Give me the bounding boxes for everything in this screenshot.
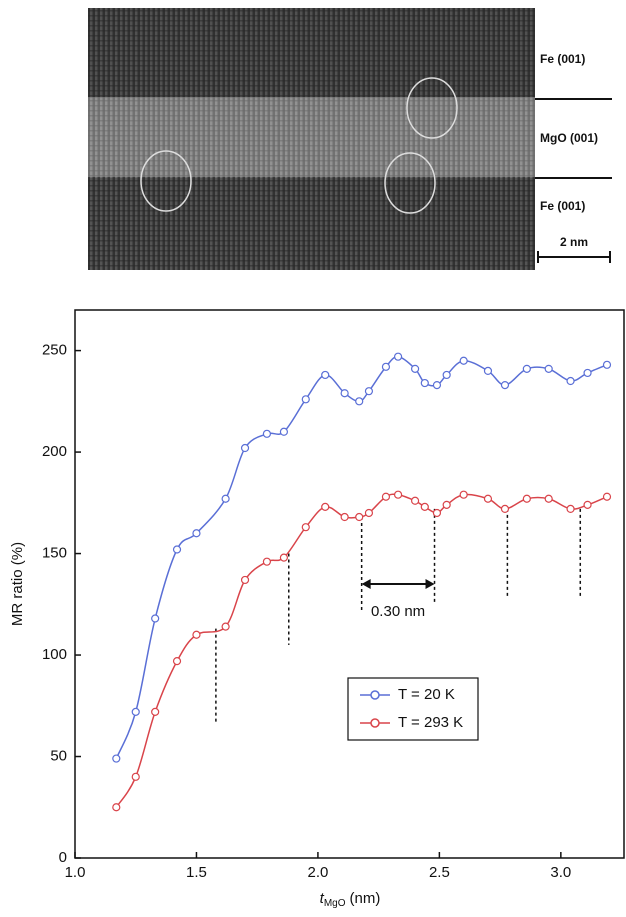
- y-tick-label: 250: [42, 342, 67, 359]
- data-point: [393, 490, 403, 499]
- arrow-head: [361, 579, 435, 589]
- data-point: [279, 553, 289, 562]
- data-point: [459, 356, 468, 365]
- layer-label: Fe (001): [540, 52, 585, 66]
- data-point: [364, 508, 374, 518]
- x-tick-label: 2.5: [429, 864, 450, 881]
- data-point: [602, 360, 612, 369]
- x-tick-label: 2.0: [307, 864, 328, 881]
- series-line: [115, 493, 608, 808]
- series-line: [115, 355, 608, 759]
- data-point: [340, 512, 349, 522]
- data-point: [321, 370, 330, 380]
- y-tick-label: 0: [59, 849, 67, 866]
- layer-label: Fe (001): [540, 199, 585, 213]
- data-point: [355, 397, 364, 406]
- data-point: [432, 508, 442, 518]
- x-label-unit: (nm): [350, 890, 381, 907]
- legend-box: [347, 677, 479, 741]
- data-point: [483, 494, 493, 503]
- data-point: [442, 500, 451, 509]
- data-point: [240, 575, 250, 585]
- layer-label: MgO (001): [540, 131, 598, 145]
- legend-label: T = 293 K: [398, 714, 463, 731]
- x-tick-label: 3.0: [550, 864, 571, 881]
- x-tick-label: 1.5: [186, 864, 207, 881]
- data-point: [151, 614, 160, 623]
- data-point: [522, 494, 531, 503]
- tem-image: [88, 8, 612, 270]
- data-point: [381, 362, 391, 371]
- data-point: [364, 387, 374, 396]
- data-point: [544, 364, 553, 373]
- data-point: [432, 380, 442, 390]
- legend-marker: [370, 690, 380, 700]
- data-point: [112, 754, 121, 763]
- x-label-symbol: t: [320, 890, 325, 907]
- y-tick-label: 150: [42, 545, 67, 562]
- data-point: [420, 378, 429, 388]
- data-point: [566, 376, 575, 386]
- data-point: [602, 492, 612, 501]
- data-point: [483, 366, 493, 375]
- data-point: [112, 803, 121, 812]
- y-tick-label: 100: [42, 646, 67, 663]
- data-point: [583, 368, 592, 378]
- data-point: [393, 352, 403, 361]
- data-point: [566, 504, 575, 514]
- y-tick-label: 200: [42, 443, 67, 460]
- data-point: [192, 630, 201, 639]
- data-point: [262, 429, 272, 438]
- plot-frame: [74, 309, 625, 859]
- legend-label: T = 20 K: [398, 686, 455, 703]
- data-point: [459, 490, 468, 499]
- data-point: [442, 370, 451, 380]
- y-axis-label: MR ratio (%): [9, 542, 26, 626]
- data-point: [192, 529, 201, 538]
- x-axis-label: tMgO (nm): [320, 890, 381, 909]
- scale-bar-label: 2 nm: [560, 235, 588, 249]
- data-point: [131, 772, 140, 781]
- data-point: [500, 504, 510, 514]
- data-point: [321, 502, 330, 511]
- data-point: [410, 496, 420, 505]
- data-point: [151, 707, 160, 716]
- data-point: [420, 502, 429, 511]
- annotation-text: 0.30 nm: [371, 603, 425, 620]
- data-point: [172, 545, 182, 554]
- legend-marker: [370, 718, 380, 728]
- y-tick-label: 50: [50, 747, 67, 764]
- data-point: [262, 557, 272, 566]
- data-point: [221, 622, 230, 631]
- data-point: [544, 494, 553, 503]
- data-point: [301, 523, 310, 532]
- data-point: [301, 395, 310, 404]
- data-point: [131, 707, 140, 716]
- data-point: [410, 364, 420, 373]
- data-point: [172, 657, 182, 666]
- data-point: [340, 389, 349, 398]
- data-point: [583, 500, 592, 509]
- data-point: [500, 380, 510, 390]
- data-point: [355, 512, 364, 522]
- x-label-subscript: MgO: [324, 898, 346, 909]
- data-point: [240, 443, 250, 453]
- data-point: [381, 492, 391, 501]
- data-point: [522, 364, 531, 373]
- data-point: [279, 427, 289, 436]
- x-tick-label: 1.0: [65, 864, 86, 881]
- data-point: [221, 494, 230, 503]
